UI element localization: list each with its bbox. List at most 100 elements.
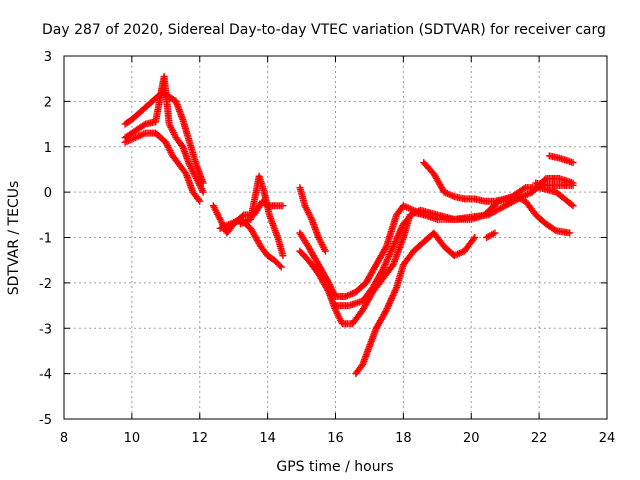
data-point	[383, 256, 391, 264]
x-tick-label: 14	[259, 431, 276, 446]
data-point	[196, 197, 204, 205]
data-point	[388, 246, 396, 254]
x-tick-label: 12	[191, 431, 208, 446]
data-point	[384, 254, 392, 262]
data-layer	[121, 72, 577, 378]
chart-title: Day 287 of 2020, Sidereal Day-to-day VTE…	[42, 22, 606, 38]
data-point	[394, 231, 402, 239]
data-point	[382, 308, 390, 316]
data-point	[393, 234, 401, 242]
data-point	[395, 230, 403, 238]
data-point	[394, 233, 402, 241]
data-point	[391, 239, 399, 247]
y-tick-label: -5	[39, 413, 52, 428]
series-track-11	[332, 209, 428, 310]
y-tick-label: -4	[39, 368, 52, 383]
data-point	[520, 185, 528, 193]
x-tick-label: 24	[599, 431, 616, 446]
y-tick-label: 2	[44, 95, 52, 110]
data-point	[569, 202, 577, 210]
x-tick-label: 16	[327, 431, 344, 446]
x-tick-label: 8	[60, 431, 68, 446]
y-tick-label: -2	[39, 277, 52, 292]
data-point	[385, 300, 393, 308]
data-point	[385, 301, 393, 309]
x-tick-label: 10	[124, 431, 141, 446]
data-point	[386, 249, 394, 257]
data-point	[470, 235, 478, 243]
data-point	[392, 285, 400, 293]
data-point	[380, 262, 388, 270]
data-point	[279, 252, 287, 260]
data-point	[378, 267, 386, 275]
data-point	[379, 265, 387, 273]
y-tick-label: 1	[44, 141, 52, 156]
series-track-15	[532, 179, 577, 189]
series-track-14	[545, 152, 577, 167]
data-point	[396, 226, 404, 234]
data-point	[471, 234, 479, 241]
data-point	[387, 247, 395, 255]
y-axis-label: SDTVAR / TECUs	[6, 181, 22, 296]
data-point	[566, 229, 574, 237]
x-tick-label: 22	[531, 431, 548, 446]
data-point	[396, 228, 404, 236]
series-track-6	[236, 172, 287, 260]
x-axis-label: GPS time / hours	[276, 459, 393, 475]
data-point	[398, 223, 406, 231]
data-point	[397, 225, 405, 233]
data-point	[389, 292, 397, 300]
y-tick-label: 3	[44, 50, 52, 65]
series-track-12	[420, 159, 574, 237]
data-point	[383, 257, 391, 265]
data-point	[277, 263, 285, 271]
data-point	[382, 259, 390, 267]
data-point	[324, 286, 332, 294]
data-point	[383, 304, 391, 312]
data-point	[388, 244, 396, 252]
x-tick-label: 18	[395, 431, 412, 446]
data-point	[386, 251, 394, 259]
series-track-13	[483, 229, 499, 241]
data-point	[276, 262, 284, 270]
data-point	[387, 295, 395, 303]
data-point	[569, 159, 577, 167]
data-point	[391, 238, 399, 246]
series-track-5	[216, 215, 285, 271]
series-track-10	[352, 229, 479, 378]
y-tick-label: -1	[39, 232, 52, 247]
data-point	[387, 296, 395, 304]
data-point	[199, 188, 207, 196]
y-axis: -5 -4 -3 -2 -1 0 1 2 3	[39, 50, 607, 428]
data-point	[321, 247, 329, 255]
data-point	[389, 243, 397, 251]
data-point	[569, 181, 577, 189]
data-point	[420, 211, 428, 219]
data-point	[388, 293, 396, 301]
series-track-3	[121, 129, 204, 205]
data-point	[382, 306, 390, 314]
data-point	[568, 201, 576, 209]
data-point	[384, 303, 392, 311]
data-point	[380, 264, 388, 272]
x-axis: 8 10 12 14 16 18 20 22 24	[60, 56, 615, 446]
data-point	[382, 244, 390, 252]
x-tick-label: 20	[463, 431, 480, 446]
data-point	[390, 290, 398, 298]
data-point	[386, 298, 394, 306]
series-track-7	[296, 184, 329, 255]
data-point	[140, 121, 148, 129]
data-point	[551, 226, 559, 234]
data-point	[385, 252, 393, 260]
data-point	[491, 229, 499, 237]
data-point	[392, 236, 400, 244]
data-point	[391, 287, 399, 295]
data-point	[390, 241, 398, 249]
data-point	[390, 288, 398, 296]
y-tick-label: 0	[44, 186, 52, 201]
data-point	[381, 260, 389, 268]
data-point	[279, 202, 287, 210]
data-point	[195, 196, 203, 204]
y-tick-label: -3	[39, 322, 52, 337]
